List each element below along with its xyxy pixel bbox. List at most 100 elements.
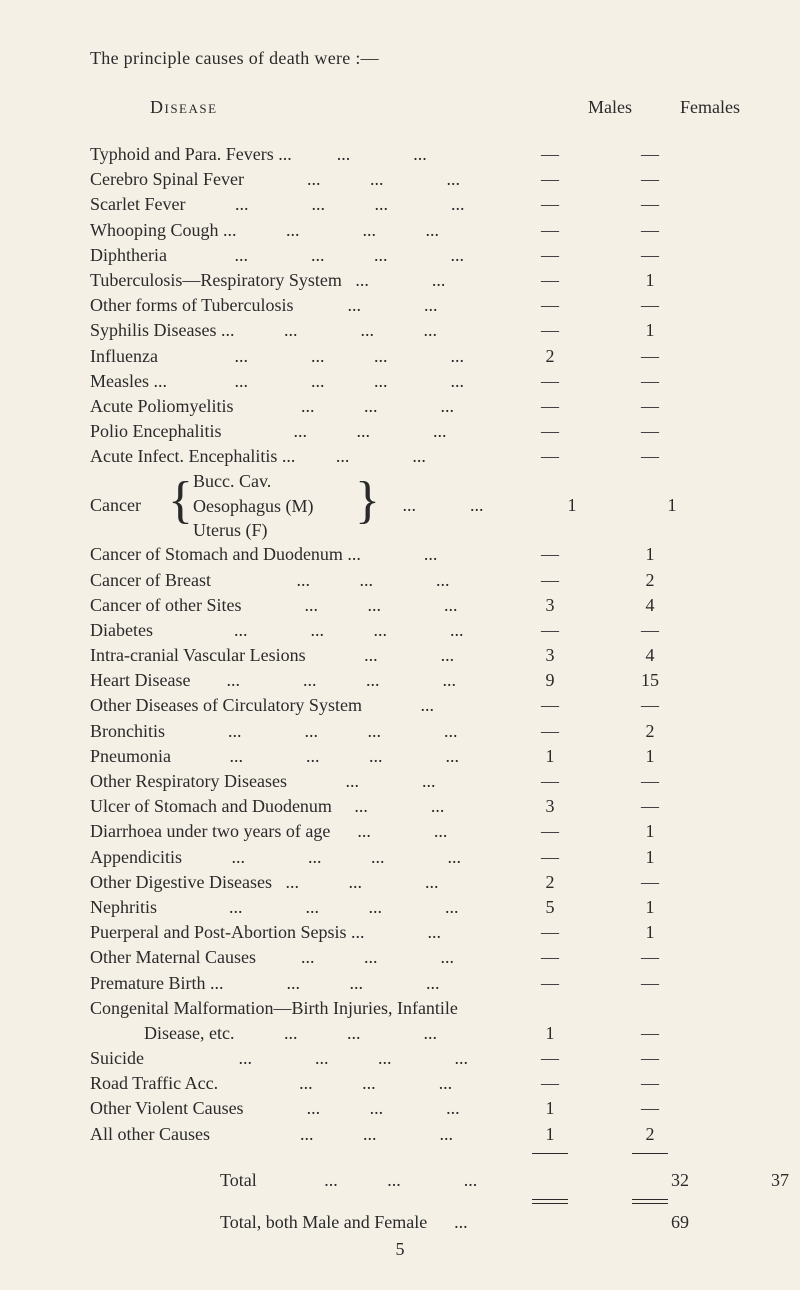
row-males: — — [500, 293, 600, 318]
row-males: 2 — [500, 870, 600, 895]
table-row: Other Maternal Causes ... ... ...—— — [90, 945, 728, 970]
row-males: — — [500, 542, 600, 567]
row-males: 1 — [500, 744, 600, 769]
row-males: — — [500, 167, 600, 192]
row-label: Bronchitis ... ... ... ... — [90, 719, 500, 744]
row-males: — — [500, 719, 600, 744]
table-row: Bronchitis ... ... ... ...—2 — [90, 719, 728, 744]
row-males: 3 — [500, 794, 600, 819]
row-females: 15 — [600, 668, 700, 693]
row-label: Cancer of other Sites ... ... ... — [90, 593, 500, 618]
total-females: 37 — [730, 1168, 800, 1193]
row-label: Other forms of Tuberculosis ... ... — [90, 293, 500, 318]
table-row: Syphilis Diseases ... ... ... ...—1 — [90, 318, 728, 343]
row-label: Suicide ... ... ... ... — [90, 1046, 500, 1071]
row-males: — — [500, 394, 600, 419]
total-males: 32 — [630, 1168, 730, 1193]
row-females: 1 — [600, 895, 700, 920]
table-row: Diabetes ... ... ... ...—— — [90, 618, 728, 643]
row-males: 9 — [500, 668, 600, 693]
header-disease: Disease — [90, 97, 560, 118]
row-label: Disease, etc. ... ... ... — [90, 1021, 500, 1046]
table-row: Puerperal and Post-Abortion Sepsis ... .… — [90, 920, 728, 945]
table-row: Other Violent Causes ... ... ...1— — [90, 1096, 728, 1121]
row-males: 3 — [500, 643, 600, 668]
table-row: Cerebro Spinal Fever ... ... ...—— — [90, 167, 728, 192]
row-males: 3 — [500, 593, 600, 618]
row-males: — — [500, 845, 600, 870]
row-females: 1 — [600, 542, 700, 567]
row-label: Whooping Cough ... ... ... ... — [90, 218, 500, 243]
row-males: — — [500, 618, 600, 643]
cancer-lead: Cancer — [90, 493, 168, 518]
table-row: Influenza ... ... ... ...2— — [90, 344, 728, 369]
grand-total-label: Total, both Male and Female ... — [90, 1210, 630, 1235]
row-females: 1 — [600, 744, 700, 769]
row-females: 1 — [600, 845, 700, 870]
row-males: — — [500, 444, 600, 469]
row-label: Measles ... ... ... ... ... — [90, 369, 500, 394]
row-label: Cerebro Spinal Fever ... ... ... — [90, 167, 500, 192]
total-label: Total ... ... ... — [90, 1168, 630, 1193]
page-number: 5 — [0, 1239, 800, 1260]
row-males: — — [500, 318, 600, 343]
row-females: 1 — [600, 920, 700, 945]
row-label: Other Violent Causes ... ... ... — [90, 1096, 500, 1121]
row-males: 1 — [500, 1122, 600, 1147]
table-row: Diphtheria ... ... ... ...—— — [90, 243, 728, 268]
row-females: 2 — [600, 1122, 700, 1147]
table-row: Acute Infect. Encephalitis ... ... ...—— — [90, 444, 728, 469]
row-females: — — [600, 1096, 700, 1121]
left-brace-icon: { — [168, 478, 193, 525]
row-females: — — [600, 1021, 700, 1046]
right-brace-icon: } — [355, 478, 380, 525]
row-females: 1 — [600, 268, 700, 293]
table-row: Heart Disease ... ... ... ...915 — [90, 668, 728, 693]
table-row: Acute Poliomyelitis ... ... ...—— — [90, 394, 728, 419]
row-females: — — [600, 344, 700, 369]
header-males: Males — [560, 97, 660, 118]
row-females: — — [600, 971, 700, 996]
row-females: — — [600, 419, 700, 444]
row-males: — — [500, 568, 600, 593]
row-females: — — [600, 769, 700, 794]
total-row: Total ... ... ... 32 37 — [90, 1168, 728, 1193]
row-label: Heart Disease ... ... ... ... — [90, 668, 500, 693]
table-row: Diarrhoea under two years of age ... ...… — [90, 819, 728, 844]
row-males: — — [500, 369, 600, 394]
table-row: Scarlet Fever ... ... ... ...—— — [90, 192, 728, 217]
rule-after-total — [90, 1199, 728, 1204]
row-label: Nephritis ... ... ... ... — [90, 895, 500, 920]
row-females: — — [600, 142, 700, 167]
row-label: Other Digestive Diseases ... ... ... — [90, 870, 500, 895]
row-males: — — [500, 192, 600, 217]
row-females: 1 — [600, 819, 700, 844]
row-males: — — [500, 1071, 600, 1096]
row-label: Pneumonia ... ... ... ... — [90, 744, 500, 769]
row-males: — — [500, 819, 600, 844]
table-header-row: Disease Males Females — [90, 97, 728, 118]
cancer-dots: ... ... — [380, 493, 522, 518]
cancer-bracket-row: Cancer { Bucc. Cav. Oesophagus (M) Uteru… — [90, 469, 728, 542]
row-males: 1 — [500, 1021, 600, 1046]
table-row: Ulcer of Stomach and Duodenum ... ...3— — [90, 794, 728, 819]
row-males: — — [500, 693, 600, 718]
row-females: — — [600, 693, 700, 718]
row-males: — — [500, 769, 600, 794]
row-females: — — [600, 444, 700, 469]
row-females: — — [600, 192, 700, 217]
row-label: Cancer of Stomach and Duodenum ... ... — [90, 542, 500, 567]
row-females: — — [600, 794, 700, 819]
table-row: Intra-cranial Vascular Lesions ... ...34 — [90, 643, 728, 668]
row-females: 2 — [600, 719, 700, 744]
row-males: — — [500, 1046, 600, 1071]
row-label: Appendicitis ... ... ... ... — [90, 845, 500, 870]
row-males: — — [500, 218, 600, 243]
row-label: Intra-cranial Vascular Lesions ... ... — [90, 643, 500, 668]
row-females: — — [600, 369, 700, 394]
row-females: 4 — [600, 593, 700, 618]
table-row: Congenital Malformation—Birth Injuries, … — [90, 996, 728, 1021]
row-label: Acute Poliomyelitis ... ... ... — [90, 394, 500, 419]
cancer-item: Bucc. Cav. — [193, 469, 355, 493]
row-males: — — [500, 268, 600, 293]
